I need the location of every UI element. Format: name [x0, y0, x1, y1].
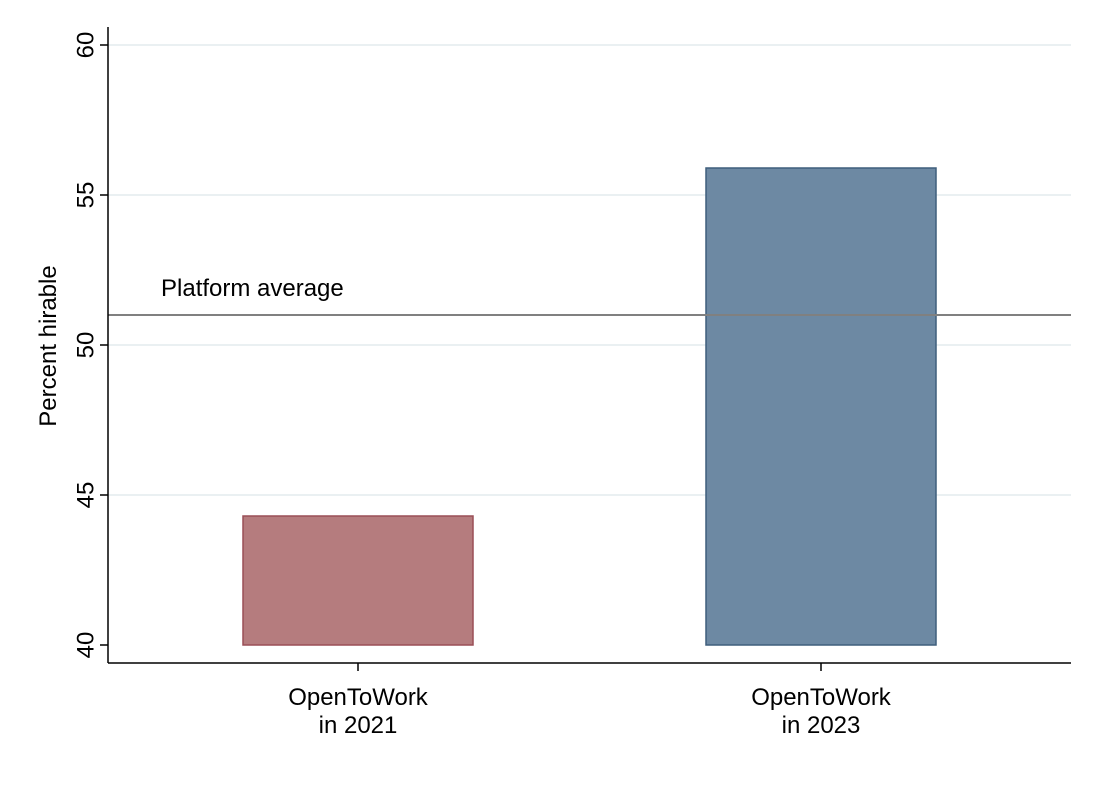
- x-tick-label-1-line-2: in 2021: [319, 712, 398, 739]
- x-tick-label-2-line-2: in 2023: [782, 712, 861, 739]
- y-tick-label-60: 60: [72, 32, 99, 59]
- y-tick-label-45: 45: [72, 482, 99, 509]
- x-tick-label-1-line-1: OpenToWork: [288, 684, 429, 711]
- y-tick-label-55: 55: [72, 182, 99, 209]
- bar-1: [242, 515, 474, 646]
- y-ticks: 40 45 50 55 60: [72, 32, 108, 659]
- y-axis-title: Percent hirable: [35, 265, 62, 426]
- reference-line-label: Platform average: [161, 275, 344, 302]
- bars: [242, 167, 937, 646]
- y-tick-label-40: 40: [72, 632, 99, 659]
- bar-2: [705, 167, 937, 646]
- y-tick-label-50: 50: [72, 332, 99, 359]
- x-tick-label-2-line-1: OpenToWork: [751, 684, 892, 711]
